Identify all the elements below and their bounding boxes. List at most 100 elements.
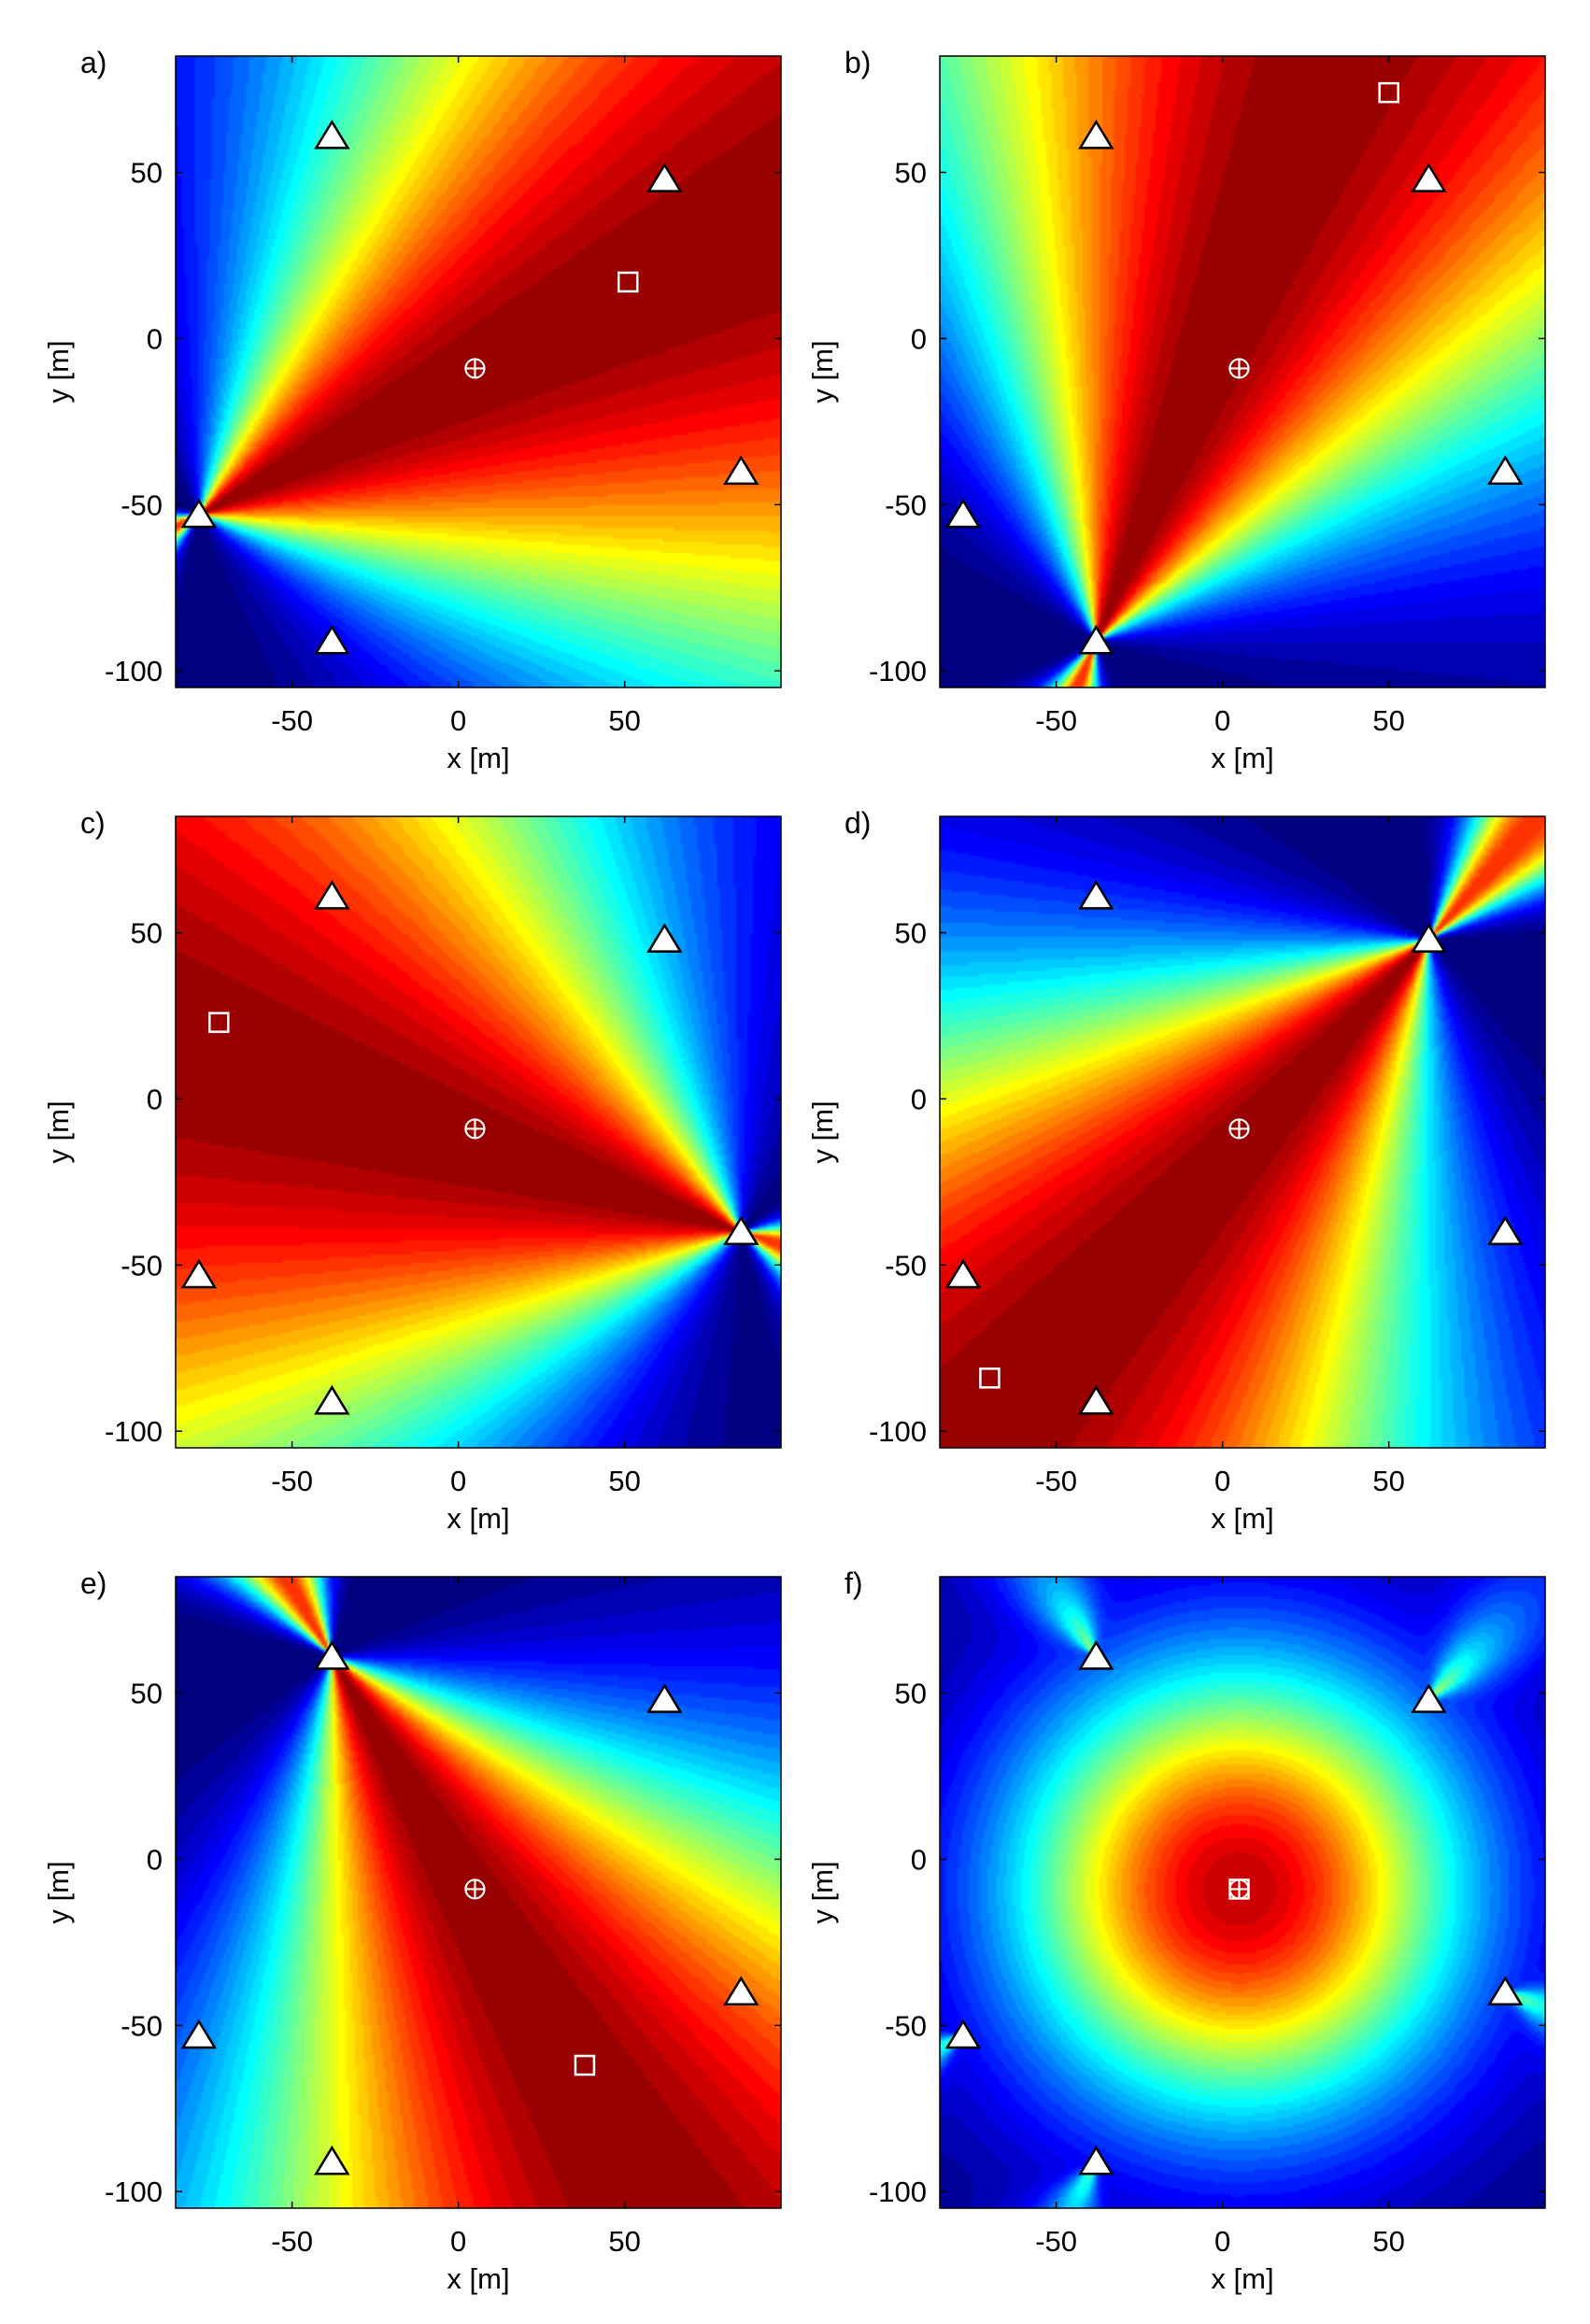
sensor-marker [180,1258,218,1289]
x-tick-label: -50 [1035,1465,1077,1497]
sensor-marker [646,923,683,953]
sensor-marker [1078,1639,1114,1670]
sensor-marker [1078,2145,1114,2175]
y-tick-label: -50 [885,489,927,521]
x-axis-label: x [m] [447,1502,509,1535]
x-tick-label: 50 [1372,2225,1404,2258]
sensor-marker [646,163,683,192]
sensor-marker [180,2019,218,2049]
sensor-marker [1411,1683,1447,1713]
y-tick-label: 50 [131,917,163,950]
x-axis-label: x [m] [1211,742,1273,774]
y-tick-label: -100 [105,655,163,687]
x-tick-label: 0 [1214,1465,1230,1497]
y-tick-label: -50 [121,1249,163,1282]
panel-label: a) [80,46,106,79]
true-source-marker [464,1878,486,1900]
y-tick-label: 50 [895,1678,927,1710]
x-tick-label: 50 [608,1465,640,1497]
y-tick-label: 0 [911,322,927,355]
x-axis-label: x [m] [447,742,509,774]
x-tick-label: 0 [450,1465,466,1497]
y-tick-label: 50 [131,157,163,190]
x-tick-label: 0 [1214,704,1230,737]
sensor-marker [1411,923,1447,953]
sensor-marker [723,1215,760,1245]
sensor-marker [944,498,982,529]
sensor-marker [314,1384,350,1415]
y-tick-label: -50 [885,1249,927,1282]
panel-label: c) [80,806,106,840]
sensor-marker [1078,879,1114,910]
sensor-marker [314,1639,350,1670]
y-tick-label: 50 [131,1678,163,1710]
y-tick-label: -100 [105,2175,163,2208]
sensor-marker [1078,624,1114,655]
chart-panel: f) -50 0 50 -100 -50 0 50 x [m] y [m] [806,1566,1546,2295]
sensor-marker [1487,1215,1524,1245]
true-source-marker [464,358,486,379]
x-tick-label: 50 [1372,1465,1404,1497]
true-source-marker [1228,358,1250,379]
x-axis-label: x [m] [447,2262,509,2295]
y-axis-label: y [m] [42,1861,75,1923]
sensor-marker [1487,1976,1524,2005]
y-axis-label: y [m] [806,1861,839,1923]
panel-label: f) [845,1566,863,1600]
chart-panel: a) -50 0 50 -100 -50 0 50 x [m] y [m] [42,46,782,774]
sensor-marker [1411,163,1447,192]
chart-panel: d) -50 0 50 -100 -50 0 50 x [m] y [m] [806,806,1546,1535]
sensor-marker [723,1976,760,2005]
estimate-marker [617,271,639,293]
x-axis-label: x [m] [1211,2262,1273,2295]
sensor-marker [1078,119,1114,149]
y-tick-label: 0 [147,1083,163,1115]
y-tick-label: -50 [121,2009,163,2042]
sensor-marker [1078,1384,1114,1415]
sensor-marker [646,1683,683,1713]
x-tick-label: 50 [608,2225,640,2258]
y-tick-label: 0 [911,1083,927,1115]
y-tick-label: -50 [885,2009,927,2042]
x-axis-label: x [m] [1211,1502,1273,1535]
heatmap-field [176,56,781,687]
y-tick-label: -100 [869,2175,927,2208]
true-source-marker [464,1118,486,1140]
y-tick-label: -100 [869,1415,927,1448]
chart-panel: c) -50 0 50 -100 -50 0 50 x [m] y [m] [42,806,782,1535]
y-axis-label: y [m] [806,340,839,403]
chart-panel: b) -50 0 50 -100 -50 0 50 x [m] y [m] [806,46,1546,774]
sensor-marker [314,624,350,655]
x-tick-label: -50 [271,1465,313,1497]
sensor-marker [314,2145,350,2175]
x-tick-label: -50 [271,704,313,737]
heatmap-field [176,1577,781,2208]
y-axis-label: y [m] [42,340,75,403]
y-tick-label: -100 [105,1415,163,1448]
panel-label: d) [845,806,871,840]
estimate-marker [574,2054,596,2076]
sensor-marker [314,119,350,149]
panel-label: b) [845,46,871,79]
heatmap-field [940,56,1545,687]
true-source-marker [1228,1878,1250,1900]
x-tick-label: -50 [1035,2225,1077,2258]
heatmap-field [176,816,781,1448]
estimate-marker [979,1367,1001,1389]
x-tick-label: 50 [608,704,640,737]
x-tick-label: 0 [1214,2225,1230,2258]
plot-frame [939,1576,1546,2209]
sensor-marker [180,498,218,529]
plot-frame [175,815,782,1449]
estimate-marker [208,1012,230,1033]
y-tick-label: 0 [147,322,163,355]
sensor-marker [944,1258,982,1289]
x-tick-label: 0 [450,704,466,737]
y-tick-label: 0 [147,1843,163,1876]
sensor-marker [944,2019,982,2049]
y-tick-label: -50 [121,489,163,521]
estimate-marker [1378,81,1399,104]
y-tick-label: 50 [895,917,927,950]
heatmap-field [940,1577,1545,2208]
